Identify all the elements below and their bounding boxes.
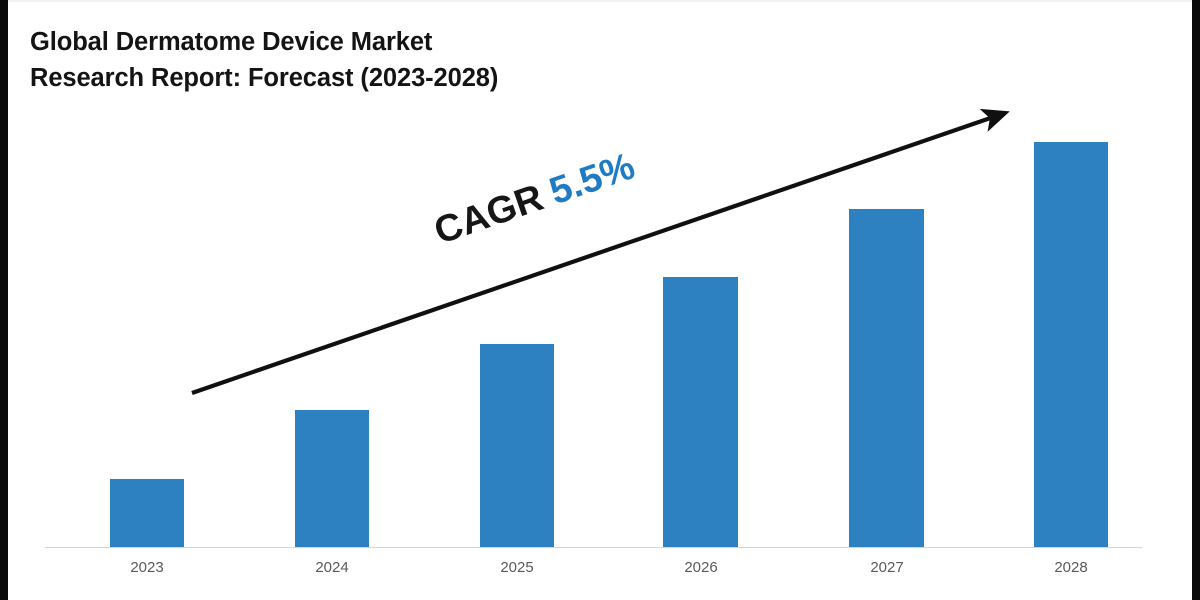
top-hairline bbox=[8, 0, 1192, 2]
bar-2026 bbox=[663, 277, 738, 548]
x-tick-label-2024: 2024 bbox=[315, 559, 349, 576]
bar-2028 bbox=[1034, 142, 1108, 548]
title-line-1: Global Dermatome Device Market bbox=[30, 28, 433, 56]
bar-2025 bbox=[480, 344, 554, 548]
bar-2023 bbox=[110, 479, 184, 548]
cagr-label: CAGR bbox=[429, 176, 549, 253]
bar-2024 bbox=[295, 410, 369, 548]
x-tick-label-2028: 2028 bbox=[1054, 559, 1088, 576]
title-line-2: Research Report: Forecast (2023-2028) bbox=[30, 64, 499, 92]
right-edge-band bbox=[1192, 0, 1200, 600]
bar-2027 bbox=[849, 209, 924, 548]
x-tick-label-2025: 2025 bbox=[500, 559, 534, 576]
left-edge-band bbox=[0, 0, 8, 600]
x-axis-line bbox=[45, 547, 1142, 548]
x-tick-label-2026: 2026 bbox=[684, 559, 718, 576]
cagr-annotation: CAGR5.5% bbox=[429, 145, 640, 253]
x-tick-label-2027: 2027 bbox=[870, 559, 904, 576]
cagr-value: 5.5% bbox=[544, 145, 640, 214]
x-tick-label-2023: 2023 bbox=[130, 559, 164, 576]
page-title: Global Dermatome Device Market Research … bbox=[30, 24, 790, 96]
